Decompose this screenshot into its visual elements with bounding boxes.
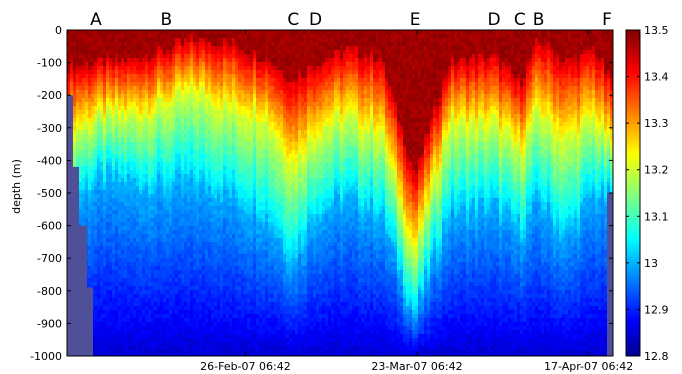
event-marker-label: C	[287, 10, 299, 30]
colorbar	[625, 29, 641, 357]
event-marker-label: B	[160, 10, 172, 30]
y-tick-label: 0	[55, 24, 62, 37]
x-axis: 26-Feb-07 06:42 23-Mar-07 06:42 17-Apr-07 …	[200, 30, 633, 373]
colorbar-tick-label: 13.1	[644, 210, 669, 223]
y-tick-label: -600	[37, 220, 62, 233]
event-marker-label: B	[533, 10, 545, 30]
event-marker-label: A	[90, 10, 102, 30]
y-tick-label: -200	[37, 89, 62, 102]
colorbar-tick-label: 12.8	[644, 350, 669, 363]
y-tick-label: -800	[37, 285, 62, 298]
colorbar-gradient	[625, 29, 641, 357]
y-tick-label: -500	[37, 187, 62, 200]
no-data-left	[67, 95, 93, 356]
colorbar-tick-label: 12.9	[644, 303, 669, 316]
y-tick-label: -700	[37, 252, 62, 265]
y-tick-label: -400	[37, 154, 62, 167]
y-tick-label: -100	[37, 57, 62, 70]
event-marker-label: D	[309, 10, 322, 30]
y-tick-label: -300	[37, 122, 62, 135]
event-marker-label: E	[410, 10, 421, 30]
event-marker-label: D	[487, 10, 500, 30]
heatmap-field	[67, 30, 613, 356]
colorbar-tick-label: 13.2	[644, 164, 669, 177]
event-marker-label: C	[514, 10, 526, 30]
colorbar-tick-label: 13.3	[644, 117, 669, 130]
y-axis-title: depth (m)	[10, 159, 23, 214]
y-tick-label: -900	[37, 317, 62, 330]
event-marker-label: F	[602, 10, 612, 30]
colorbar-tick-label: 13.5	[644, 24, 669, 37]
y-axis: 0 -100 -200 -300 -400 -500 -600 -700 -800 -900 -10…	[30, 24, 613, 363]
x-tick-label: 23-Mar-07 06:42	[371, 360, 462, 373]
colorbar-tick-label: 13	[644, 257, 658, 270]
y-tick-label: -1000	[30, 350, 62, 363]
colorbar-ticks: 13.5 13.4 13.3 13.2 13.1 13 12.9 12.8	[626, 24, 669, 363]
x-tick-label: 26-Feb-07 06:42	[200, 360, 291, 373]
no-data-right	[607, 193, 613, 356]
colorbar-tick-label: 13.4	[644, 71, 669, 84]
x-tick-label: 17-Apr-07 06:42	[544, 360, 633, 373]
